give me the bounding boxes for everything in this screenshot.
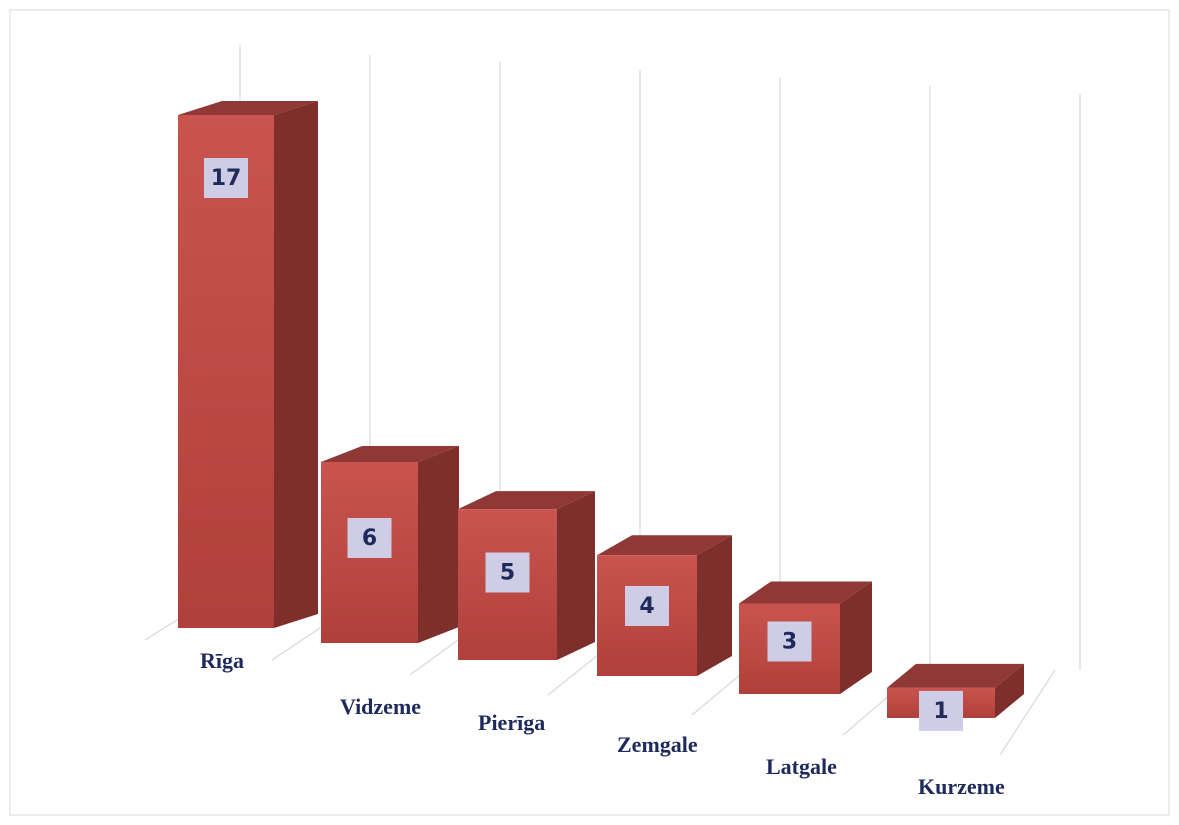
value-label: 5 [500,560,515,585]
bar-top [887,663,1024,688]
value-label: 1 [933,699,948,724]
bar-top [597,535,732,556]
value-label: 6 [362,526,377,551]
bar-side [557,491,595,660]
x-tick-label: Pierīga [478,710,545,735]
value-label: 17 [211,166,242,191]
bar-side [840,581,872,694]
x-tick-label: Kurzeme [918,774,1005,799]
bar [178,115,274,628]
value-label: 4 [639,594,654,619]
value-label-box [204,158,248,198]
bar-top [739,581,872,604]
bar-top [458,491,595,510]
bar-top [178,101,318,115]
value-label-box [919,690,963,731]
value-label-box [767,621,812,662]
x-tick-label: Zemgale [617,732,698,757]
bar-top [321,445,459,462]
bar-side [995,663,1024,718]
x-tick-label: Rīga [200,648,244,673]
x-tick-label: Vidzeme [340,694,421,719]
value-label-box [485,552,530,593]
value-label-box [625,585,669,626]
bar-side [274,101,318,628]
bar-side [697,535,732,676]
bar-side [418,445,459,643]
value-label: 3 [782,629,797,654]
value-label-box [347,517,392,558]
x-tick-label: Latgale [766,754,837,779]
